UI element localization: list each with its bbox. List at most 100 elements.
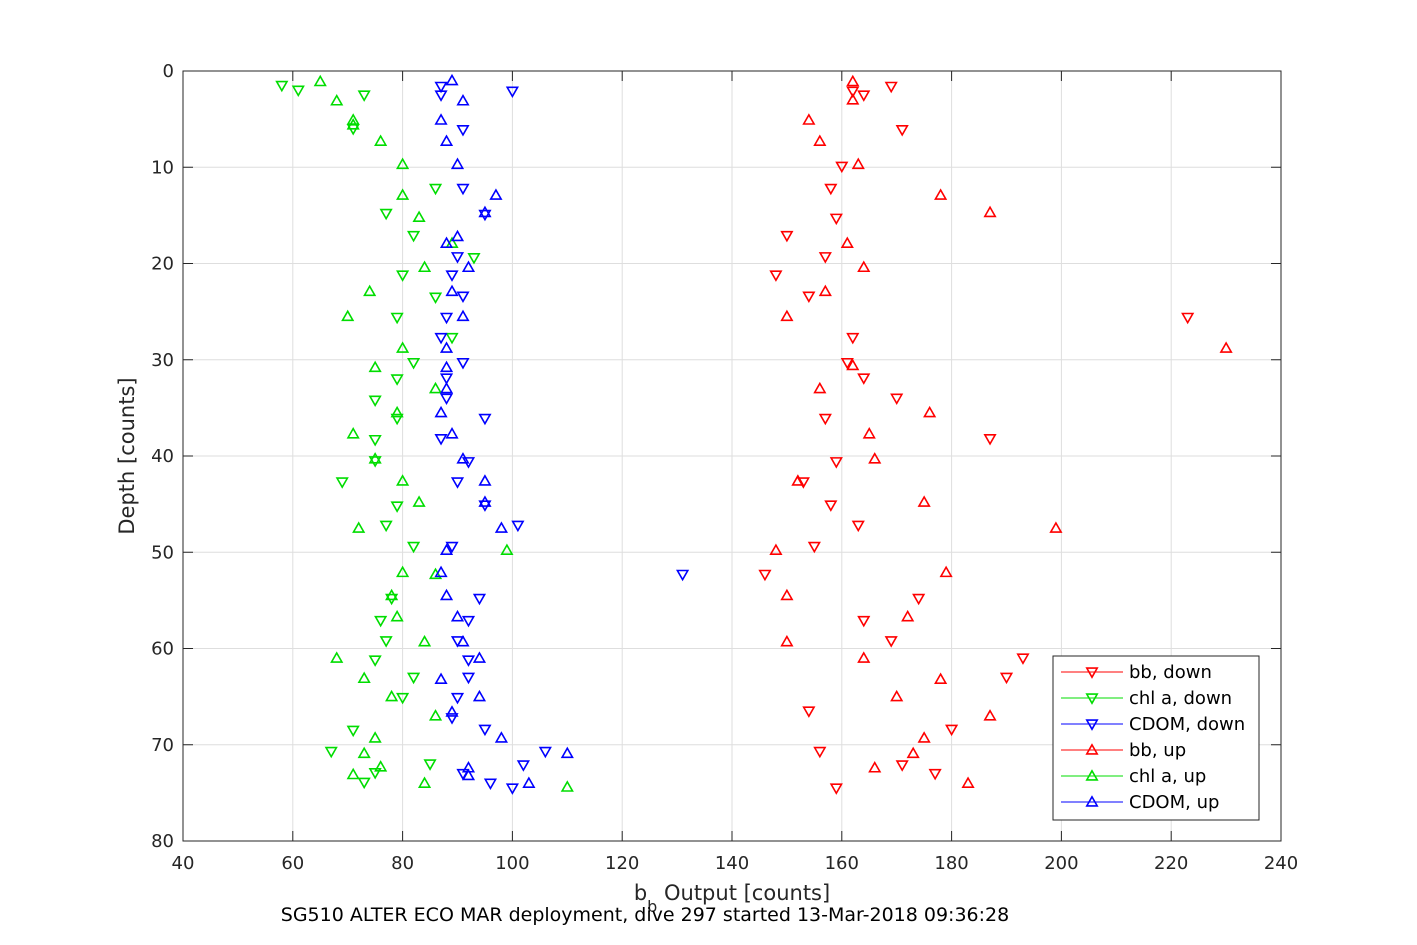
data-point (478, 474, 492, 486)
data-point (824, 183, 838, 196)
data-point (291, 85, 305, 98)
data-point (390, 374, 404, 386)
data-point (934, 188, 948, 200)
data-point (456, 634, 470, 647)
data-point (456, 94, 470, 106)
data-point (928, 768, 942, 781)
x-axis-title-subscript: b (647, 897, 657, 916)
data-point (917, 495, 931, 507)
legend-label: chl a, down (1129, 688, 1232, 709)
data-point (407, 672, 421, 685)
series-5 (434, 73, 574, 788)
data-point (368, 434, 382, 447)
legend: bb, down chl a, down CDOM, down bb, up chl a… (1052, 655, 1260, 821)
data-point (494, 731, 508, 743)
data-point (478, 495, 492, 507)
data-markers (275, 73, 1233, 795)
data-point (851, 157, 865, 170)
data-point (983, 205, 997, 218)
data-point (824, 500, 838, 512)
data-point (758, 569, 772, 582)
data-point (818, 284, 832, 297)
data-point (461, 672, 476, 685)
data-point (560, 746, 574, 759)
data-point (851, 520, 865, 533)
x-tick-label: 80 (391, 853, 414, 874)
data-point (445, 713, 459, 725)
x-axis-title-main: b (634, 881, 647, 905)
y-tick-labels: 0 10 20 30 40 50 60 70 80 (151, 61, 174, 852)
data-point (335, 477, 349, 489)
data-point (818, 413, 832, 426)
legend-label: chl a, up (1129, 766, 1206, 787)
data-point (341, 309, 355, 322)
data-point (439, 543, 454, 556)
data-point (417, 260, 432, 273)
series-4 (313, 74, 574, 792)
data-point (450, 692, 465, 705)
data-point (434, 332, 448, 345)
x-tick-label: 120 (605, 853, 639, 874)
data-point (467, 253, 481, 265)
data-point (434, 113, 448, 125)
data-point (945, 724, 959, 737)
y-tick-label: 10 (151, 157, 174, 178)
data-point (396, 157, 410, 170)
data-point (456, 125, 470, 137)
data-point (829, 457, 843, 469)
data-point (895, 125, 909, 137)
y-tick-label: 80 (151, 831, 174, 852)
data-point (505, 86, 519, 99)
data-point (840, 236, 854, 248)
data-point (428, 381, 443, 394)
chart-caption: SG510 ALTER ECO MAR deployment, dive 297… (280, 904, 1010, 926)
data-point (357, 746, 371, 759)
data-point (472, 593, 487, 606)
data-point (423, 759, 437, 771)
data-point (368, 655, 382, 667)
data-point (522, 776, 536, 788)
data-point (417, 634, 432, 647)
y-tick-label: 30 (151, 350, 174, 371)
data-point (439, 588, 454, 601)
data-point (390, 609, 404, 622)
data-point (835, 161, 849, 174)
data-point (478, 205, 492, 218)
data-point (434, 672, 448, 685)
data-point (857, 651, 871, 663)
data-point (983, 709, 997, 721)
data-point (472, 651, 487, 663)
data-point (439, 341, 454, 353)
legend-box (1052, 655, 1260, 821)
y-tick-label: 20 (151, 254, 174, 275)
data-point (439, 373, 454, 385)
data-point (450, 229, 465, 242)
legend-marker (1085, 795, 1099, 807)
legend-label: CDOM, down (1129, 714, 1245, 735)
data-point (999, 672, 1014, 685)
data-point (390, 501, 404, 513)
data-point (884, 81, 898, 94)
data-point (780, 588, 794, 601)
data-point (769, 543, 783, 556)
series-0 (758, 81, 1195, 795)
data-point (450, 609, 465, 622)
data-point (445, 284, 459, 297)
data-point (868, 761, 882, 773)
data-point (857, 90, 871, 102)
data-point (439, 393, 454, 406)
data-point (538, 746, 552, 759)
data-point (895, 760, 909, 772)
data-point (428, 292, 443, 304)
data-point (346, 427, 360, 439)
data-point (802, 706, 816, 718)
data-point (560, 780, 574, 792)
data-point (769, 270, 783, 282)
data-point (890, 393, 904, 406)
y-axis-title: Depth [counts] (115, 377, 139, 534)
data-point (1181, 312, 1195, 325)
data-point (445, 73, 459, 86)
data-point (396, 188, 410, 200)
data-point (478, 209, 492, 222)
data-point (434, 433, 448, 446)
